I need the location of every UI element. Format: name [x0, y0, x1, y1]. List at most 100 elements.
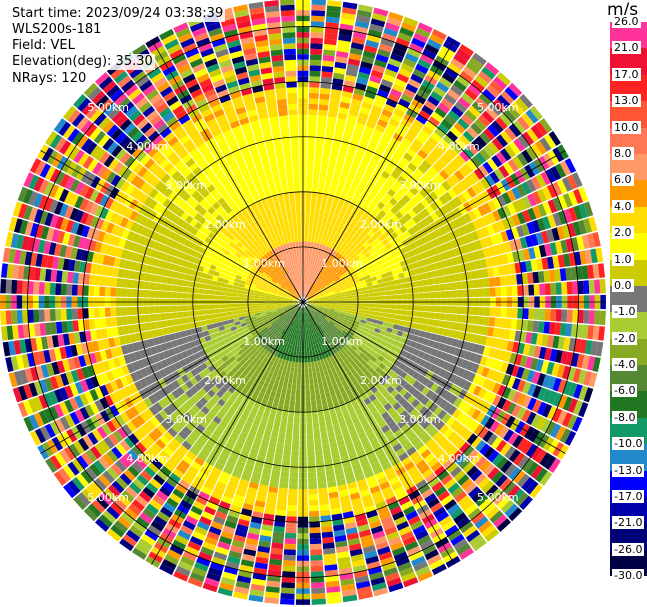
velocity-gate: [355, 258, 362, 265]
velocity-gate: [467, 507, 482, 521]
velocity-gate: [313, 304, 320, 306]
velocity-gate: [132, 289, 139, 298]
velocity-gate: [196, 437, 206, 448]
velocity-gate: [377, 355, 385, 363]
velocity-gate: [567, 190, 578, 206]
velocity-gate: [308, 488, 318, 495]
velocity-gate: [473, 306, 480, 316]
velocity-gate: [98, 514, 113, 528]
velocity-gate: [154, 282, 161, 291]
velocity-gate: [581, 354, 590, 370]
velocity-gate: [263, 318, 270, 323]
velocity-gate: [345, 312, 352, 316]
velocity-gate: [335, 297, 342, 300]
velocity-gate: [283, 317, 288, 322]
velocity-gate: [358, 529, 372, 538]
velocity-gate: [358, 164, 367, 173]
velocity-gate: [324, 295, 331, 298]
velocity-gate: [287, 383, 292, 390]
velocity-gate: [346, 234, 354, 241]
velocity-gate: [508, 466, 522, 481]
velocity-gate: [311, 197, 317, 204]
velocity-gate: [394, 393, 403, 402]
velocity-gate: [335, 330, 341, 337]
velocity-gate: [433, 277, 440, 285]
velocity-gate: [433, 319, 440, 327]
velocity-gate: [373, 245, 381, 252]
velocity-gate: [349, 548, 363, 557]
velocity-gate: [264, 507, 276, 515]
velocity-gate: [314, 444, 323, 451]
velocity-gate: [269, 378, 276, 386]
velocity-gate: [339, 175, 347, 183]
velocity-gate: [419, 330, 427, 338]
velocity-gate: [342, 164, 351, 173]
velocity-gate: [334, 245, 341, 252]
velocity-gate: [557, 394, 568, 409]
velocity-gate: [343, 337, 349, 344]
velocity-gate: [245, 364, 253, 372]
velocity-gate: [282, 316, 287, 321]
velocity-gate: [319, 227, 325, 234]
velocity-gate: [465, 271, 473, 280]
velocity-gate: [320, 329, 325, 335]
velocity-gate: [224, 520, 237, 529]
velocity-gate: [384, 354, 393, 362]
velocity-gate: [310, 43, 323, 50]
velocity-gate: [308, 328, 311, 335]
velocity-gate: [351, 273, 358, 279]
velocity-gate: [176, 386, 185, 396]
velocity-gate: [317, 336, 322, 343]
velocity-gate: [334, 365, 340, 372]
velocity-gate: [330, 297, 336, 300]
velocity-gate: [167, 326, 175, 334]
velocity-gate: [201, 511, 214, 521]
velocity-gate: [250, 476, 261, 485]
velocity-gate: [465, 61, 481, 75]
velocity-gate: [299, 312, 301, 319]
velocity-gate: [187, 305, 194, 311]
velocity-gate: [531, 371, 541, 385]
velocity-gate: [274, 331, 280, 337]
velocity-gate: [284, 336, 289, 343]
velocity-gate: [162, 385, 172, 396]
velocity-gate: [273, 419, 281, 427]
velocity-gate: [384, 179, 394, 189]
velocity-gate: [333, 258, 339, 265]
velocity-gate: [438, 515, 453, 528]
velocity-gate: [493, 244, 502, 256]
velocity-gate: [433, 187, 443, 198]
velocity-gate: [496, 518, 511, 532]
velocity-gate: [274, 316, 281, 321]
velocity-gate: [406, 446, 417, 457]
velocity-gate: [511, 488, 525, 503]
velocity-gate: [262, 381, 270, 389]
velocity-gate: [374, 292, 380, 297]
velocity-gate: [404, 276, 412, 283]
velocity-gate: [304, 307, 307, 313]
velocity-gate: [227, 315, 234, 320]
velocity-gate: [178, 479, 191, 490]
velocity-gate: [172, 488, 185, 499]
velocity-gate: [383, 281, 390, 287]
velocity-gate: [289, 315, 294, 321]
velocity-gate: [318, 181, 325, 189]
velocity-gate: [238, 316, 245, 321]
velocity-gate: [448, 199, 458, 210]
velocity-gate: [341, 296, 347, 299]
velocity-gate: [99, 492, 113, 506]
velocity-gate: [399, 320, 406, 327]
velocity-gate: [426, 325, 433, 333]
velocity-gate: [127, 315, 134, 325]
velocity-gate: [370, 69, 384, 79]
velocity-gate: [77, 308, 84, 320]
velocity-gate: [351, 416, 360, 425]
velocity-gate: [46, 363, 55, 377]
velocity-gate: [277, 310, 284, 314]
velocity-gate: [312, 350, 316, 357]
velocity-gate: [400, 93, 413, 104]
velocity-gate: [441, 413, 452, 424]
velocity-gate: [222, 402, 231, 411]
velocity-gate: [199, 397, 208, 406]
velocity-gate: [450, 507, 464, 520]
